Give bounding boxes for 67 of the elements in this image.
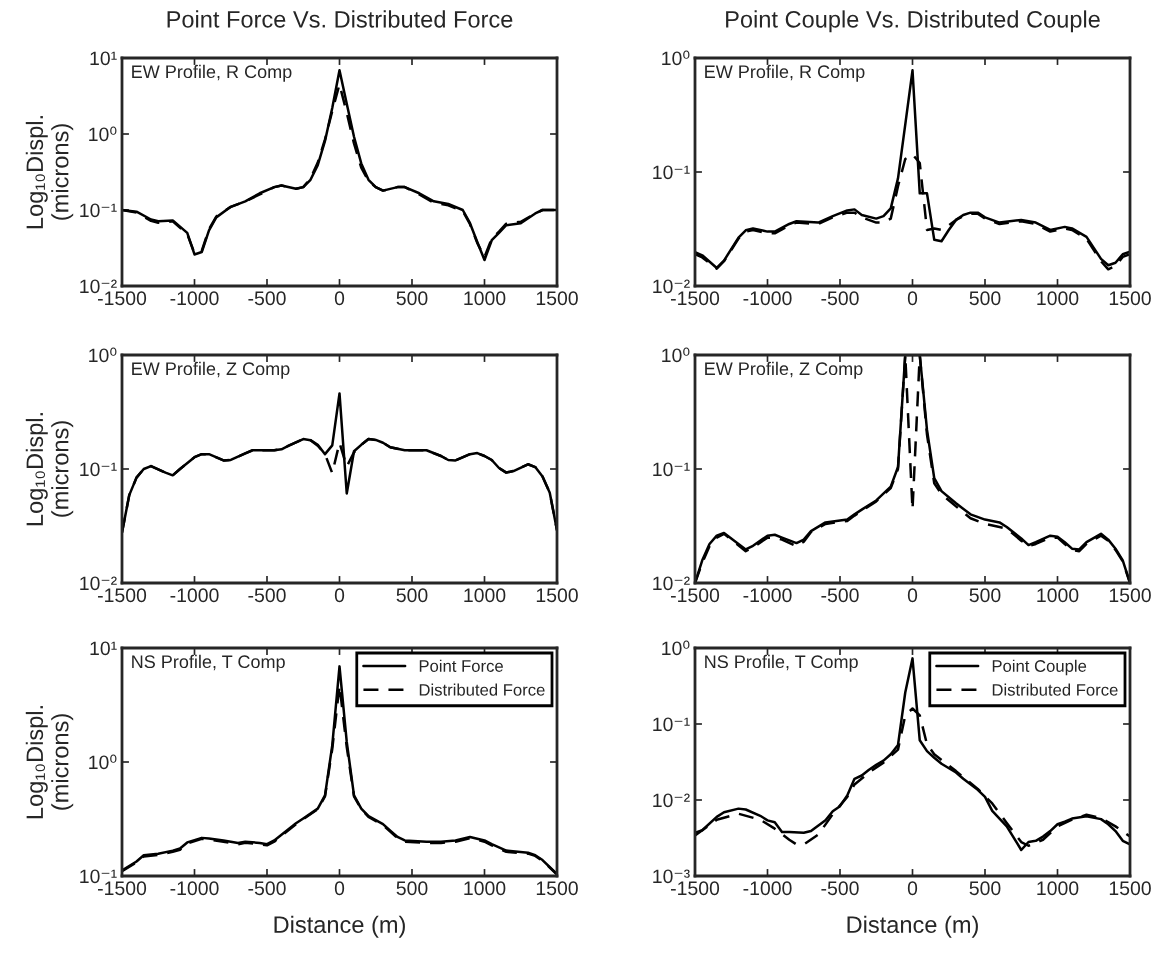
x-tick-label: 1000 (464, 588, 506, 603)
annotation: EW Profile, R Comp (705, 64, 865, 82)
chart-title: Point Force Vs. Distributed Force (167, 10, 513, 28)
x-tick-label: 1000 (1037, 588, 1079, 603)
annotation: EW Profile, R Comp (132, 64, 292, 82)
x-tick-label: -500 (821, 881, 859, 896)
x-tick-label: 500 (969, 291, 1001, 306)
x-tick-label: 1500 (1109, 291, 1151, 306)
x-tick-label: 0 (334, 291, 345, 306)
x-tick-label: -1000 (170, 291, 219, 306)
y-tick-label: 10⁰ (662, 640, 690, 656)
x-tick-label: -1000 (743, 291, 792, 306)
x-tick-label: -500 (248, 291, 286, 306)
y-tick-label: 10⁰ (662, 347, 690, 363)
x-tick-label: 1500 (1109, 588, 1151, 603)
x-tick-label: -500 (821, 588, 859, 603)
x-tick-label: -1000 (743, 588, 792, 603)
y-tick-label: 10¹ (90, 51, 117, 66)
x-tick-label: 1500 (1109, 881, 1151, 896)
chart-title: Point Couple Vs. Distributed Couple (726, 10, 1100, 33)
y-tick-label: 10⁻¹ (653, 717, 690, 732)
annotation: NS Profile, T Comp (705, 654, 858, 672)
x-tick-label: 1000 (1037, 291, 1079, 306)
x-tick-label: -500 (821, 291, 859, 306)
x-tick-label: 0 (907, 881, 918, 896)
x-axis-title: Distance (m) (274, 915, 405, 938)
x-tick-label: 500 (396, 588, 428, 603)
x-tick-label: 1500 (536, 881, 578, 896)
y-tick-label: 10⁻¹ (653, 462, 690, 477)
x-tick-label: -500 (248, 881, 286, 896)
y-tick-label: 10⁰ (89, 126, 117, 142)
legend-label: Point Force (419, 659, 503, 672)
y-tick-label: 10⁻¹ (653, 165, 690, 180)
annotation: EW Profile, Z Comp (132, 361, 290, 379)
x-tick-label: 0 (907, 588, 918, 603)
x-tick-label: 1000 (1037, 881, 1079, 896)
y-tick-label: 10⁰ (89, 754, 117, 770)
y-tick-label: 10⁰ (662, 50, 690, 66)
x-tick-label: 0 (907, 291, 918, 306)
y-tick-label: 10⁰ (89, 347, 117, 363)
annotation: NS Profile, T Comp (132, 654, 285, 672)
x-tick-label: 500 (969, 881, 1001, 896)
x-tick-label: -1000 (170, 881, 219, 896)
x-tick-label: -500 (248, 588, 286, 603)
x-tick-label: 500 (396, 881, 428, 896)
x-tick-label: 0 (334, 588, 345, 603)
x-tick-label: 500 (396, 291, 428, 306)
y-tick-label: 10¹ (90, 641, 117, 656)
legend-label: Point Couple (992, 659, 1087, 676)
x-tick-label: 1000 (464, 291, 506, 306)
y-axis-title: Log₁₀Displ. (microns) (25, 116, 74, 229)
legend-label: Distributed Force (419, 683, 545, 696)
x-tick-label: 1500 (536, 291, 578, 306)
y-tick-label: 10⁻¹ (80, 203, 117, 218)
x-tick-label: 1500 (536, 588, 578, 603)
x-tick-label: 1000 (464, 881, 506, 896)
annotation: EW Profile, Z Comp (705, 361, 863, 379)
x-tick-label: -1000 (743, 881, 792, 896)
x-axis-title: Distance (m) (847, 915, 978, 938)
y-tick-label: 10⁻² (653, 793, 690, 808)
y-axis-title: Log₁₀Displ. (microns) (25, 706, 74, 819)
x-tick-label: 0 (334, 881, 345, 896)
y-axis-title: Log₁₀Displ. (microns) (25, 413, 74, 526)
x-tick-label: 500 (969, 588, 1001, 603)
legend-label: Distributed Force (992, 683, 1118, 696)
y-tick-label: 10⁻¹ (80, 462, 117, 477)
x-tick-label: -1000 (170, 588, 219, 603)
